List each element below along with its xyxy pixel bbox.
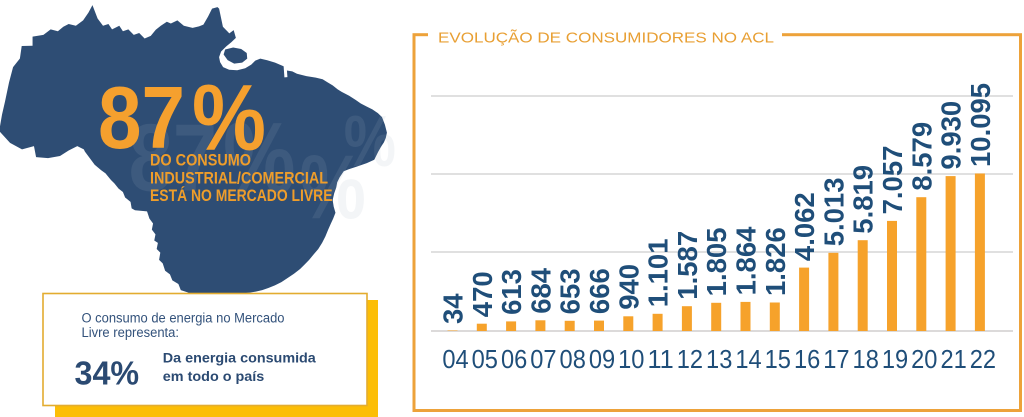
svg-text:16: 16 bbox=[794, 346, 820, 374]
svg-text:13: 13 bbox=[706, 346, 732, 374]
svg-text:19: 19 bbox=[882, 346, 908, 374]
svg-text:18: 18 bbox=[853, 346, 879, 374]
svg-text:17: 17 bbox=[823, 346, 849, 374]
svg-text:5.013: 5.013 bbox=[818, 177, 849, 246]
svg-text:470: 470 bbox=[467, 271, 498, 317]
svg-text:653: 653 bbox=[555, 268, 586, 314]
svg-text:4.062: 4.062 bbox=[789, 192, 820, 261]
svg-text:87: 87 bbox=[98, 68, 185, 167]
svg-text:1.805: 1.805 bbox=[701, 227, 732, 296]
svg-text:22: 22 bbox=[970, 346, 996, 374]
svg-text:06: 06 bbox=[501, 346, 527, 374]
svg-text:ESTÁ NO MERCADO LIVRE: ESTÁ NO MERCADO LIVRE bbox=[150, 186, 333, 205]
svg-text:%: % bbox=[344, 101, 396, 182]
svg-text:20: 20 bbox=[911, 346, 937, 374]
svg-text:%: % bbox=[299, 137, 365, 238]
svg-text:11: 11 bbox=[647, 346, 673, 374]
svg-text:14: 14 bbox=[735, 346, 761, 374]
svg-text:9.930: 9.930 bbox=[936, 101, 967, 170]
svg-text:666: 666 bbox=[584, 268, 615, 314]
svg-text:05: 05 bbox=[472, 346, 498, 374]
svg-text:15: 15 bbox=[765, 346, 791, 374]
svg-text:684: 684 bbox=[525, 267, 556, 314]
svg-text:04: 04 bbox=[442, 346, 468, 374]
svg-text:8.579: 8.579 bbox=[906, 122, 937, 191]
svg-text:%: % bbox=[223, 102, 295, 214]
svg-text:34: 34 bbox=[438, 293, 469, 324]
svg-text:Da energia consumida: Da energia consumida bbox=[163, 350, 316, 366]
svg-text:em todo o país: em todo o país bbox=[163, 369, 265, 385]
svg-text:21: 21 bbox=[940, 346, 966, 374]
svg-text:34%: 34% bbox=[75, 354, 140, 392]
svg-text:INDUSTRIAL/COMERCIAL: INDUSTRIAL/COMERCIAL bbox=[150, 170, 328, 188]
svg-text:1.864: 1.864 bbox=[731, 226, 762, 296]
svg-text:O consumo de energia no Mercad: O consumo de energia no Mercado bbox=[82, 310, 285, 326]
svg-text:12: 12 bbox=[677, 346, 703, 374]
svg-text:10.095: 10.095 bbox=[965, 83, 996, 167]
svg-text:1.587: 1.587 bbox=[672, 231, 703, 300]
svg-text:Livre representa:: Livre representa: bbox=[82, 325, 180, 341]
svg-text:09: 09 bbox=[589, 346, 615, 374]
svg-text:EVOLUÇÃO DE CONSUMIDORES NO AC: EVOLUÇÃO DE CONSUMIDORES NO ACL bbox=[438, 29, 774, 46]
svg-text:1.101: 1.101 bbox=[643, 238, 674, 307]
svg-text:5.819: 5.819 bbox=[848, 165, 879, 234]
svg-text:08: 08 bbox=[560, 346, 586, 374]
svg-text:7.057: 7.057 bbox=[877, 146, 908, 215]
svg-text:1.826: 1.826 bbox=[760, 227, 791, 296]
svg-text:%: % bbox=[192, 65, 266, 170]
svg-text:10: 10 bbox=[618, 346, 644, 374]
svg-text:940: 940 bbox=[613, 264, 644, 310]
svg-text:87: 87 bbox=[129, 104, 217, 211]
svg-text:07: 07 bbox=[530, 346, 556, 374]
svg-text:613: 613 bbox=[496, 269, 527, 315]
svg-text:DO CONSUMO: DO CONSUMO bbox=[150, 151, 251, 169]
